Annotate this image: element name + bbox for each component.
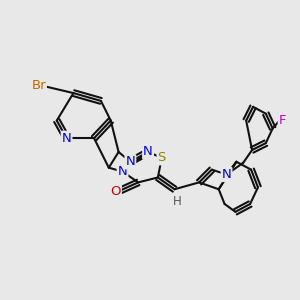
Text: N: N bbox=[143, 146, 153, 158]
Text: H: H bbox=[173, 194, 182, 208]
Text: N: N bbox=[62, 132, 71, 145]
Text: N: N bbox=[222, 168, 231, 181]
Text: N: N bbox=[125, 155, 135, 168]
Text: F: F bbox=[279, 114, 286, 127]
Text: N: N bbox=[118, 165, 128, 178]
Text: Br: Br bbox=[31, 79, 46, 92]
Text: S: S bbox=[158, 152, 166, 164]
Text: O: O bbox=[110, 185, 121, 198]
